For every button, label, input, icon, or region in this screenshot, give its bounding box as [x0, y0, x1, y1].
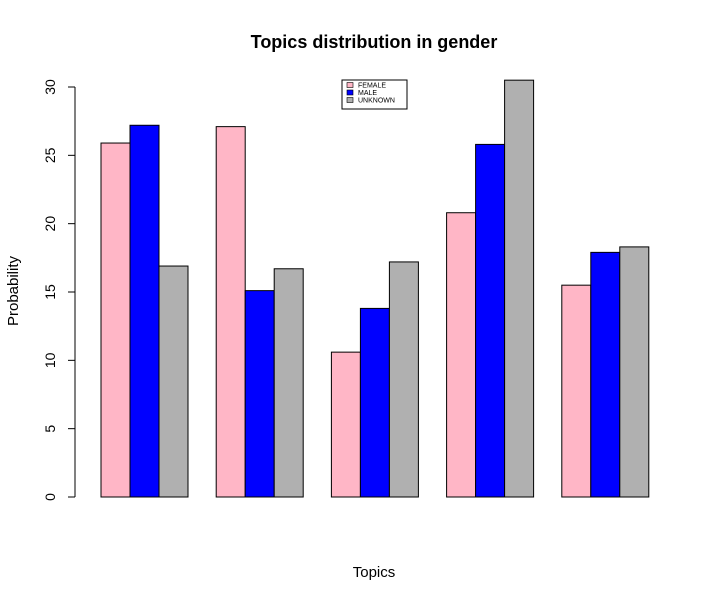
legend-swatch-unknown [346, 97, 354, 103]
y-tick-label: 10 [42, 352, 58, 368]
y-tick-label: 25 [42, 147, 58, 163]
bar-topic-3-unknown [388, 261, 419, 498]
bar-topic-5-male [590, 251, 621, 498]
x-axis-label: Topics [353, 564, 396, 581]
legend-swatch-female [346, 82, 354, 88]
y-tick-label: 0 [42, 493, 58, 501]
y-tick-label: 15 [42, 284, 58, 300]
bar-topic-3-female [330, 351, 361, 498]
bar-topic-4-unknown [504, 79, 535, 498]
bar-topic-2-female [215, 126, 246, 498]
bars-group [100, 79, 650, 498]
y-axis: 0 5 10 15 20 25 30 [42, 79, 76, 501]
chart-title: Topics distribution in gender [251, 32, 498, 52]
bar-topic-3-male [359, 307, 390, 498]
bar-topic-5-female [561, 284, 592, 498]
y-tick-label: 20 [42, 216, 58, 232]
legend-swatch-male [346, 89, 354, 96]
bar-topic-2-unknown [273, 268, 304, 498]
y-axis-label: Probability [5, 255, 22, 326]
bar-topic-4-female [446, 212, 477, 498]
legend-label-female: FEMALE [358, 83, 386, 90]
bar-topic-2-male [244, 290, 275, 498]
bar-topic-1-unknown [158, 265, 189, 498]
bar-topic-5-unknown [619, 246, 650, 498]
y-tick-label: 5 [42, 425, 58, 433]
legend-label-male: MALE [358, 90, 377, 97]
bar-topic-1-female [100, 142, 131, 498]
y-tick-label: 30 [42, 79, 58, 95]
bar-topic-4-male [475, 143, 506, 498]
legend-label-unknown: UNKNOWN [358, 98, 395, 105]
bar-topic-1-male [129, 124, 160, 498]
